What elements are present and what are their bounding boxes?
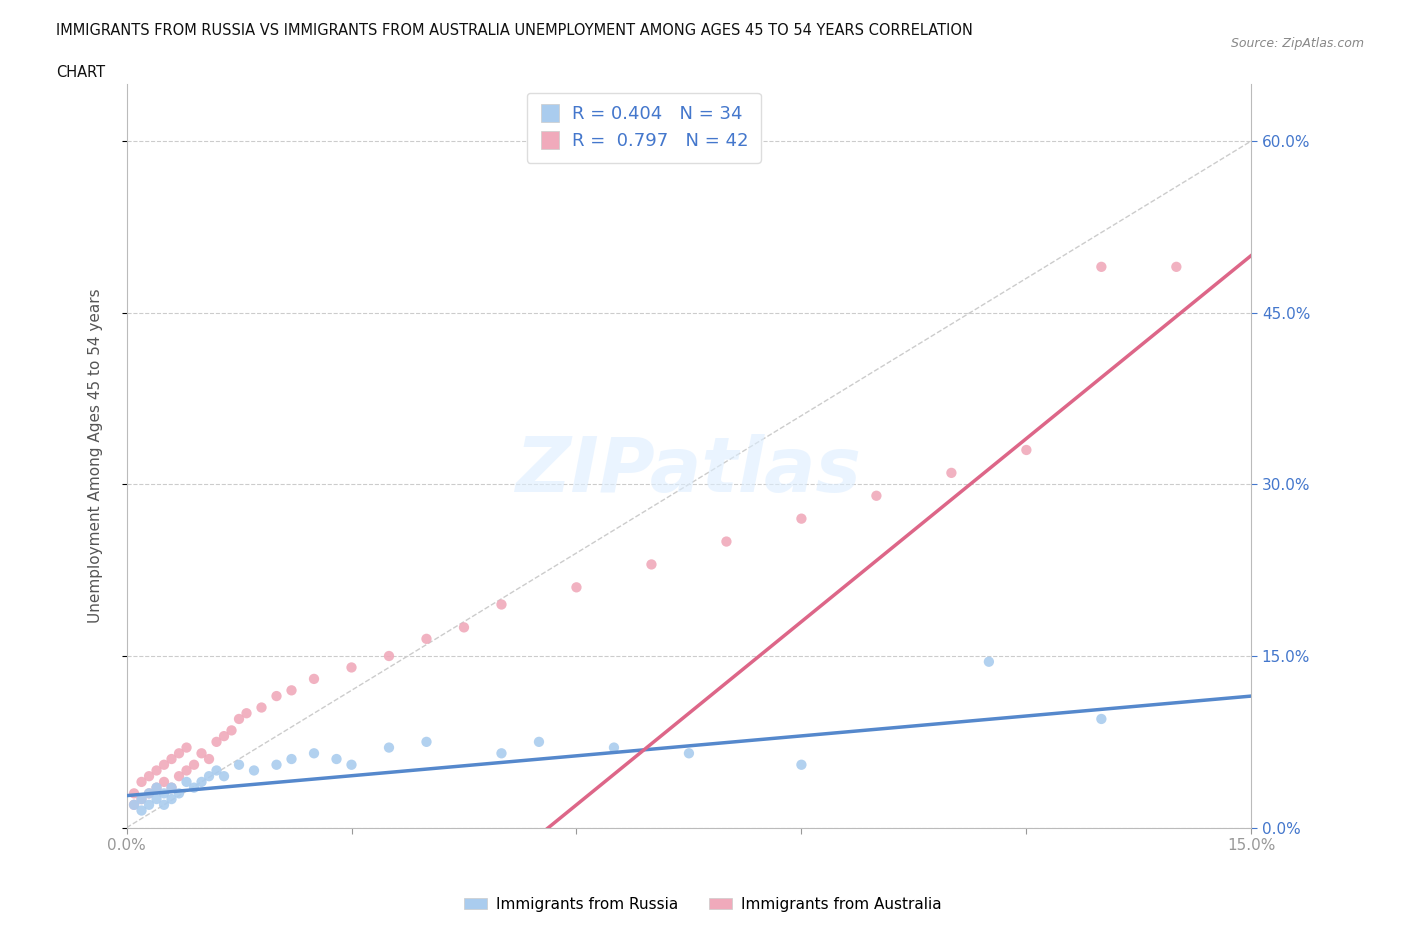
Point xyxy=(678,746,700,761)
Point xyxy=(302,746,325,761)
Point xyxy=(167,786,190,801)
Point xyxy=(212,769,235,784)
Point xyxy=(138,797,160,812)
Point xyxy=(138,786,160,801)
Point xyxy=(266,757,288,772)
Point xyxy=(190,746,212,761)
Point xyxy=(160,780,183,795)
Point xyxy=(160,791,183,806)
Point xyxy=(167,769,190,784)
Point xyxy=(640,557,662,572)
Point xyxy=(941,465,963,480)
Point xyxy=(221,723,243,737)
Point xyxy=(138,769,160,784)
Point xyxy=(603,740,626,755)
Point xyxy=(205,735,228,750)
Point xyxy=(176,775,198,790)
Point xyxy=(1166,259,1188,274)
Point xyxy=(228,757,250,772)
Point xyxy=(790,757,813,772)
Point xyxy=(212,729,235,744)
Legend: R = 0.404   N = 34, R =  0.797   N = 42: R = 0.404 N = 34, R = 0.797 N = 42 xyxy=(527,93,761,163)
Point xyxy=(145,780,167,795)
Point xyxy=(138,786,160,801)
Point xyxy=(415,735,437,750)
Point xyxy=(198,751,221,766)
Point xyxy=(1090,259,1112,274)
Point xyxy=(491,746,513,761)
Point xyxy=(145,791,167,806)
Point xyxy=(153,797,176,812)
Point xyxy=(153,775,176,790)
Point xyxy=(378,740,401,755)
Point xyxy=(865,488,887,503)
Point xyxy=(167,746,190,761)
Point xyxy=(131,775,153,790)
Point xyxy=(198,769,221,784)
Point xyxy=(183,780,205,795)
Point xyxy=(190,775,212,790)
Point xyxy=(325,751,347,766)
Point xyxy=(205,763,228,777)
Point xyxy=(266,688,288,703)
Point xyxy=(302,671,325,686)
Text: ZIPatlas: ZIPatlas xyxy=(516,433,862,508)
Point xyxy=(176,740,198,755)
Point xyxy=(243,763,266,777)
Point xyxy=(340,757,363,772)
Point xyxy=(415,631,437,646)
Text: CHART: CHART xyxy=(56,65,105,80)
Point xyxy=(183,757,205,772)
Point xyxy=(491,597,513,612)
Point xyxy=(145,780,167,795)
Point xyxy=(1015,443,1038,458)
Point xyxy=(453,620,475,635)
Point xyxy=(250,700,273,715)
Point xyxy=(716,534,738,549)
Y-axis label: Unemployment Among Ages 45 to 54 years: Unemployment Among Ages 45 to 54 years xyxy=(89,288,103,623)
Point xyxy=(527,735,550,750)
Point xyxy=(122,786,145,801)
Point xyxy=(977,655,1000,670)
Point xyxy=(790,512,813,526)
Point xyxy=(122,797,145,812)
Point xyxy=(145,763,167,777)
Point xyxy=(153,757,176,772)
Point xyxy=(160,780,183,795)
Point xyxy=(235,706,257,721)
Point xyxy=(176,763,198,777)
Point xyxy=(160,751,183,766)
Point xyxy=(280,751,302,766)
Text: Source: ZipAtlas.com: Source: ZipAtlas.com xyxy=(1230,37,1364,50)
Point xyxy=(378,648,401,663)
Point xyxy=(131,791,153,806)
Point xyxy=(122,797,145,812)
Point xyxy=(228,711,250,726)
Point xyxy=(1090,711,1112,726)
Point xyxy=(153,786,176,801)
Point xyxy=(131,791,153,806)
Point xyxy=(565,580,588,595)
Point xyxy=(131,804,153,818)
Point xyxy=(280,683,302,698)
Point xyxy=(340,660,363,675)
Legend: Immigrants from Russia, Immigrants from Australia: Immigrants from Russia, Immigrants from … xyxy=(458,891,948,918)
Text: IMMIGRANTS FROM RUSSIA VS IMMIGRANTS FROM AUSTRALIA UNEMPLOYMENT AMONG AGES 45 T: IMMIGRANTS FROM RUSSIA VS IMMIGRANTS FRO… xyxy=(56,23,973,38)
